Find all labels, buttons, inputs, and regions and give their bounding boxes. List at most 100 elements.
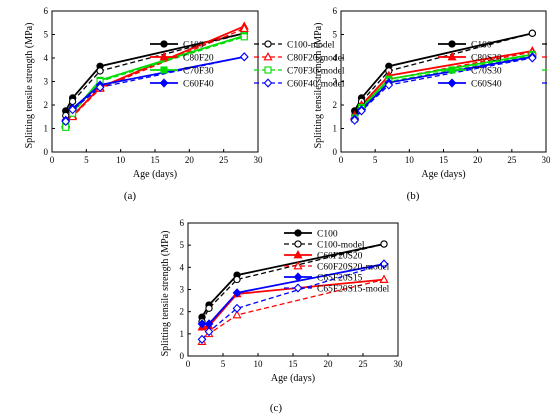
data-point [197,334,207,344]
legend-label: C100 [317,230,338,240]
y-axis-label: Splitting tensile strength (MPa) [313,23,324,149]
legend-label: C60S40 [471,80,502,90]
x-tick-label: 0 [50,155,55,165]
x-axis-label: Age (days) [271,373,315,384]
legend-marker [293,272,303,282]
series-line [354,57,533,121]
y-tick-label: 4 [44,53,49,63]
x-tick-label: 10 [405,155,415,165]
data-point [68,97,77,106]
legend-marker [293,283,303,293]
y-tick-label: 6 [180,218,185,228]
x-tick-label: 5 [373,155,378,165]
y-tick-label: 0 [333,147,338,157]
y-axis-label: Splitting tensile strength (MPa) [24,23,35,149]
x-tick-label: 20 [324,359,334,369]
legend-label: C70F30 [183,67,214,77]
series-line [65,56,245,122]
y-tick-label: 1 [333,124,338,134]
series-line [354,51,533,118]
data-point [233,275,241,284]
y-tick-label: 5 [180,240,185,250]
y-tick-label: 2 [180,307,185,317]
legend-marker [293,261,303,270]
series-line [201,278,385,343]
x-tick-label: 15 [151,155,161,165]
legend-label: C60F40-model [287,80,345,90]
series-line [64,32,245,112]
data-point [95,82,105,92]
x-tick-label: 15 [439,155,449,165]
x-tick-label: 25 [507,155,517,165]
legend-label: C60F20S20-model [317,263,390,273]
y-tick-label: 3 [44,77,49,87]
x-tick-label: 5 [84,155,89,165]
data-point [232,310,242,319]
y-tick-label: 4 [180,262,185,272]
y-axis-label: Splitting tensile strength (MPa) [160,231,171,357]
x-tick-label: 0 [186,359,191,369]
data-point [232,288,242,298]
legend-marker [448,40,456,48]
y-tick-label: 0 [180,351,185,361]
legend-marker [160,40,168,48]
series-line [354,32,533,116]
panel-caption: (c) [270,402,283,414]
data-point [68,105,77,115]
data-point [357,106,366,116]
series-line [64,34,245,127]
panel-c: 0 5 10 15 20 25 30 0 1 2 3 4 5 6 Age (days) Splitting t… [160,218,403,414]
series-line [65,36,245,128]
x-tick-label: 10 [116,155,126,165]
legend-label: C65F20S15 [317,274,363,284]
data-point [197,319,207,329]
data-point [527,53,537,63]
data-point [96,67,104,75]
y-tick-label: 0 [44,147,49,157]
legend-marker [294,229,302,237]
series-line [201,243,385,322]
data-point [384,80,394,90]
panel-b: 0 5 10 15 20 25 30 0 1 2 3 4 5 6 Age (days) Splitting t… [313,6,550,202]
data-point [240,33,248,41]
legend-label: C100 [183,41,204,51]
x-tick-label: 0 [339,155,344,165]
legend-label: C80S20 [471,54,502,64]
legend-marker [160,66,168,74]
legend-label: C70F30-model [287,67,345,77]
y-tick-label: 3 [180,285,185,295]
y-tick-label: 5 [333,30,338,40]
data-point [61,116,71,127]
legend-marker [293,250,303,259]
legend-marker [264,66,272,74]
data-point [380,240,388,248]
x-tick-label: 25 [359,359,369,369]
x-tick-label: 10 [254,359,264,369]
data-point [204,327,214,337]
panel-caption: (a) [124,190,137,202]
legend-label: C60F20S20 [317,252,363,262]
panel-caption: (b) [407,190,420,202]
plot-frame [340,10,547,153]
legend-marker [264,40,272,48]
data-point [379,259,389,269]
x-tick-label: 20 [185,155,195,165]
y-tick-label: 5 [44,30,49,40]
x-tick-label: 30 [394,359,404,369]
legend-marker [263,52,273,61]
data-point [205,304,213,312]
legend-label: C80F20 [183,54,214,64]
x-tick-label: 15 [289,359,299,369]
y-tick-label: 4 [333,53,338,63]
legend-label: C100-model [287,41,335,51]
x-tick-label: 25 [219,155,229,165]
legend-marker [159,78,169,88]
legend-marker [447,52,457,61]
x-tick-label: 5 [221,359,226,369]
x-tick-label: 30 [254,155,264,165]
x-axis-label: Age (days) [421,169,465,180]
series-line [201,263,385,340]
data-point [379,274,389,283]
